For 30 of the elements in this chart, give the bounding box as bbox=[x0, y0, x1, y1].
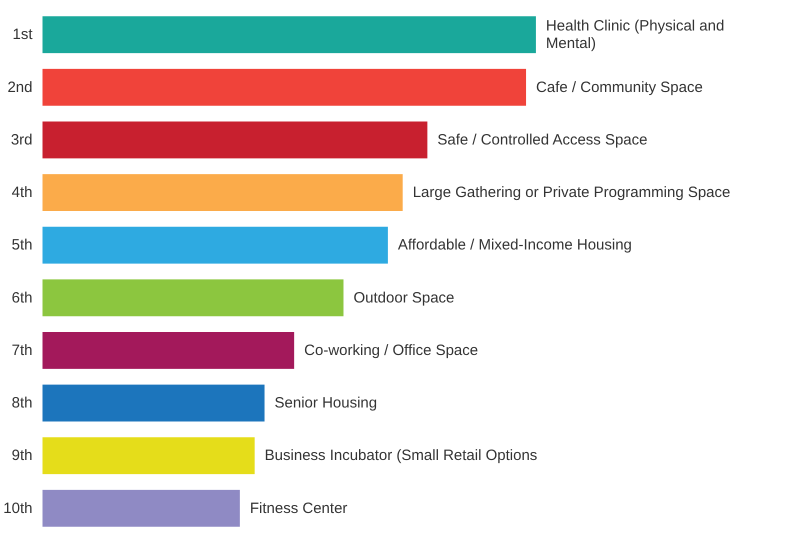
bar bbox=[42, 332, 294, 369]
annotation: Co-working / Office Space bbox=[304, 342, 478, 359]
y-tick-label: 7th bbox=[12, 342, 33, 359]
y-tick-label: 3rd bbox=[10, 131, 33, 148]
y-tick-label: 9th bbox=[12, 447, 33, 464]
y-tick-label: 1st bbox=[12, 26, 34, 44]
bar bbox=[42, 122, 428, 158]
annotation: Fitness Center bbox=[250, 500, 348, 517]
bar bbox=[42, 226, 388, 264]
bar bbox=[42, 174, 403, 211]
y-tick-label: 4th bbox=[12, 184, 33, 202]
y-tick-label: 8th bbox=[12, 394, 33, 412]
annotation: Health Clinic (Physical and Mental) bbox=[546, 17, 724, 52]
bar bbox=[42, 68, 526, 106]
bar bbox=[42, 384, 265, 422]
annotation: Affordable / Mixed-Income Housing bbox=[398, 236, 632, 254]
bar bbox=[42, 16, 536, 54]
bar bbox=[42, 279, 344, 316]
annotation: Senior Housing bbox=[274, 394, 378, 412]
annotation: Cafe / Community Space bbox=[536, 78, 703, 96]
y-tick-label: 10th bbox=[3, 500, 33, 517]
y-tick-label: 5th bbox=[12, 236, 33, 254]
annotation: Large Gathering or Private Programming Space bbox=[412, 184, 730, 202]
y-tick-label: 6th bbox=[12, 289, 33, 306]
bar bbox=[42, 437, 255, 474]
annotation: Business Incubator (Small Retail Options bbox=[264, 447, 538, 464]
annotation: Safe / Controlled Access Space bbox=[437, 131, 648, 148]
annotation: Outdoor Space bbox=[353, 289, 454, 306]
y-tick-label: 2nd bbox=[7, 78, 33, 96]
bar bbox=[42, 490, 240, 527]
